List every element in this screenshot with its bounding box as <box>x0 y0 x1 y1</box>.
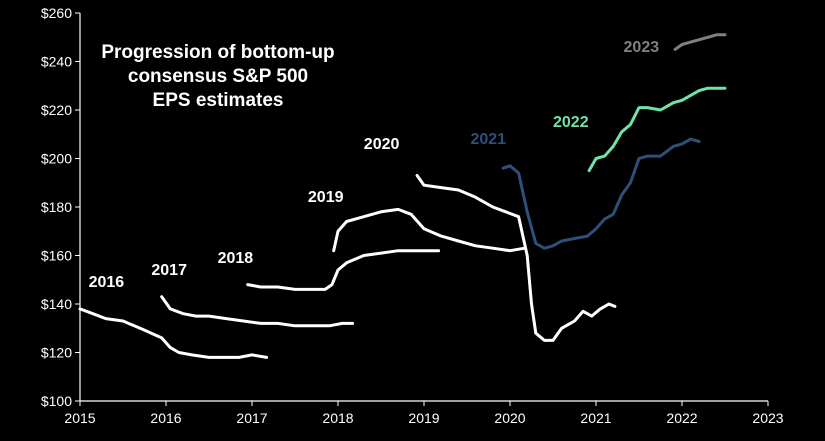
series-label-2023: 2023 <box>624 39 660 56</box>
chart-title: Progression of bottom-up consensus S&P 5… <box>101 42 334 111</box>
y-tick-label: $240 <box>41 54 72 70</box>
series-line-2023 <box>673 33 727 51</box>
y-tick-label: $180 <box>41 199 72 215</box>
x-tick-label: 2021 <box>580 410 611 426</box>
title-line-2: consensus S&P 500 <box>128 66 308 87</box>
series-line-2018 <box>246 249 441 291</box>
series-label-2017: 2017 <box>151 262 187 279</box>
series-lines <box>78 33 727 359</box>
y-tick-label: $160 <box>41 248 72 264</box>
series-line-2019 <box>332 207 527 253</box>
series-line-2016 <box>78 307 269 359</box>
series-line-2021 <box>501 137 701 250</box>
x-tick-label: 2016 <box>150 410 181 426</box>
x-tick-label: 2017 <box>236 410 267 426</box>
y-tick-label: $120 <box>41 345 72 361</box>
y-tick-label: $260 <box>41 5 72 21</box>
axes: $100 $120 $140 $160 $180 $200 $220 $240 $260 2015… <box>41 5 784 426</box>
x-tick-label: 2015 <box>64 410 95 426</box>
y-tick-label: $220 <box>41 102 72 118</box>
series-label-2020: 2020 <box>364 136 400 153</box>
series-label-2021: 2021 <box>470 131 506 148</box>
y-tick-label: $200 <box>41 151 72 167</box>
series-label-2019: 2019 <box>308 189 344 206</box>
series-label-2018: 2018 <box>218 250 254 267</box>
series-label-2022: 2022 <box>553 114 589 131</box>
title-line-3: EPS estimates <box>153 90 284 111</box>
x-tick-label: 2019 <box>408 410 439 426</box>
series-label-2016: 2016 <box>89 274 125 291</box>
y-tick-label: $140 <box>41 296 72 312</box>
x-tick-label: 2022 <box>666 410 697 426</box>
series-line-2022 <box>587 86 727 173</box>
x-tick-label: 2023 <box>752 410 783 426</box>
series-line-2020 <box>415 174 617 342</box>
series-labels: 2016 2017 2018 2019 2020 2021 2022 2023 <box>89 39 660 291</box>
x-tick-label: 2018 <box>322 410 353 426</box>
y-tick-label: $100 <box>41 393 72 409</box>
series-line-2017 <box>160 295 355 328</box>
x-tick-label: 2020 <box>494 410 525 426</box>
title-line-1: Progression of bottom-up <box>101 42 334 63</box>
